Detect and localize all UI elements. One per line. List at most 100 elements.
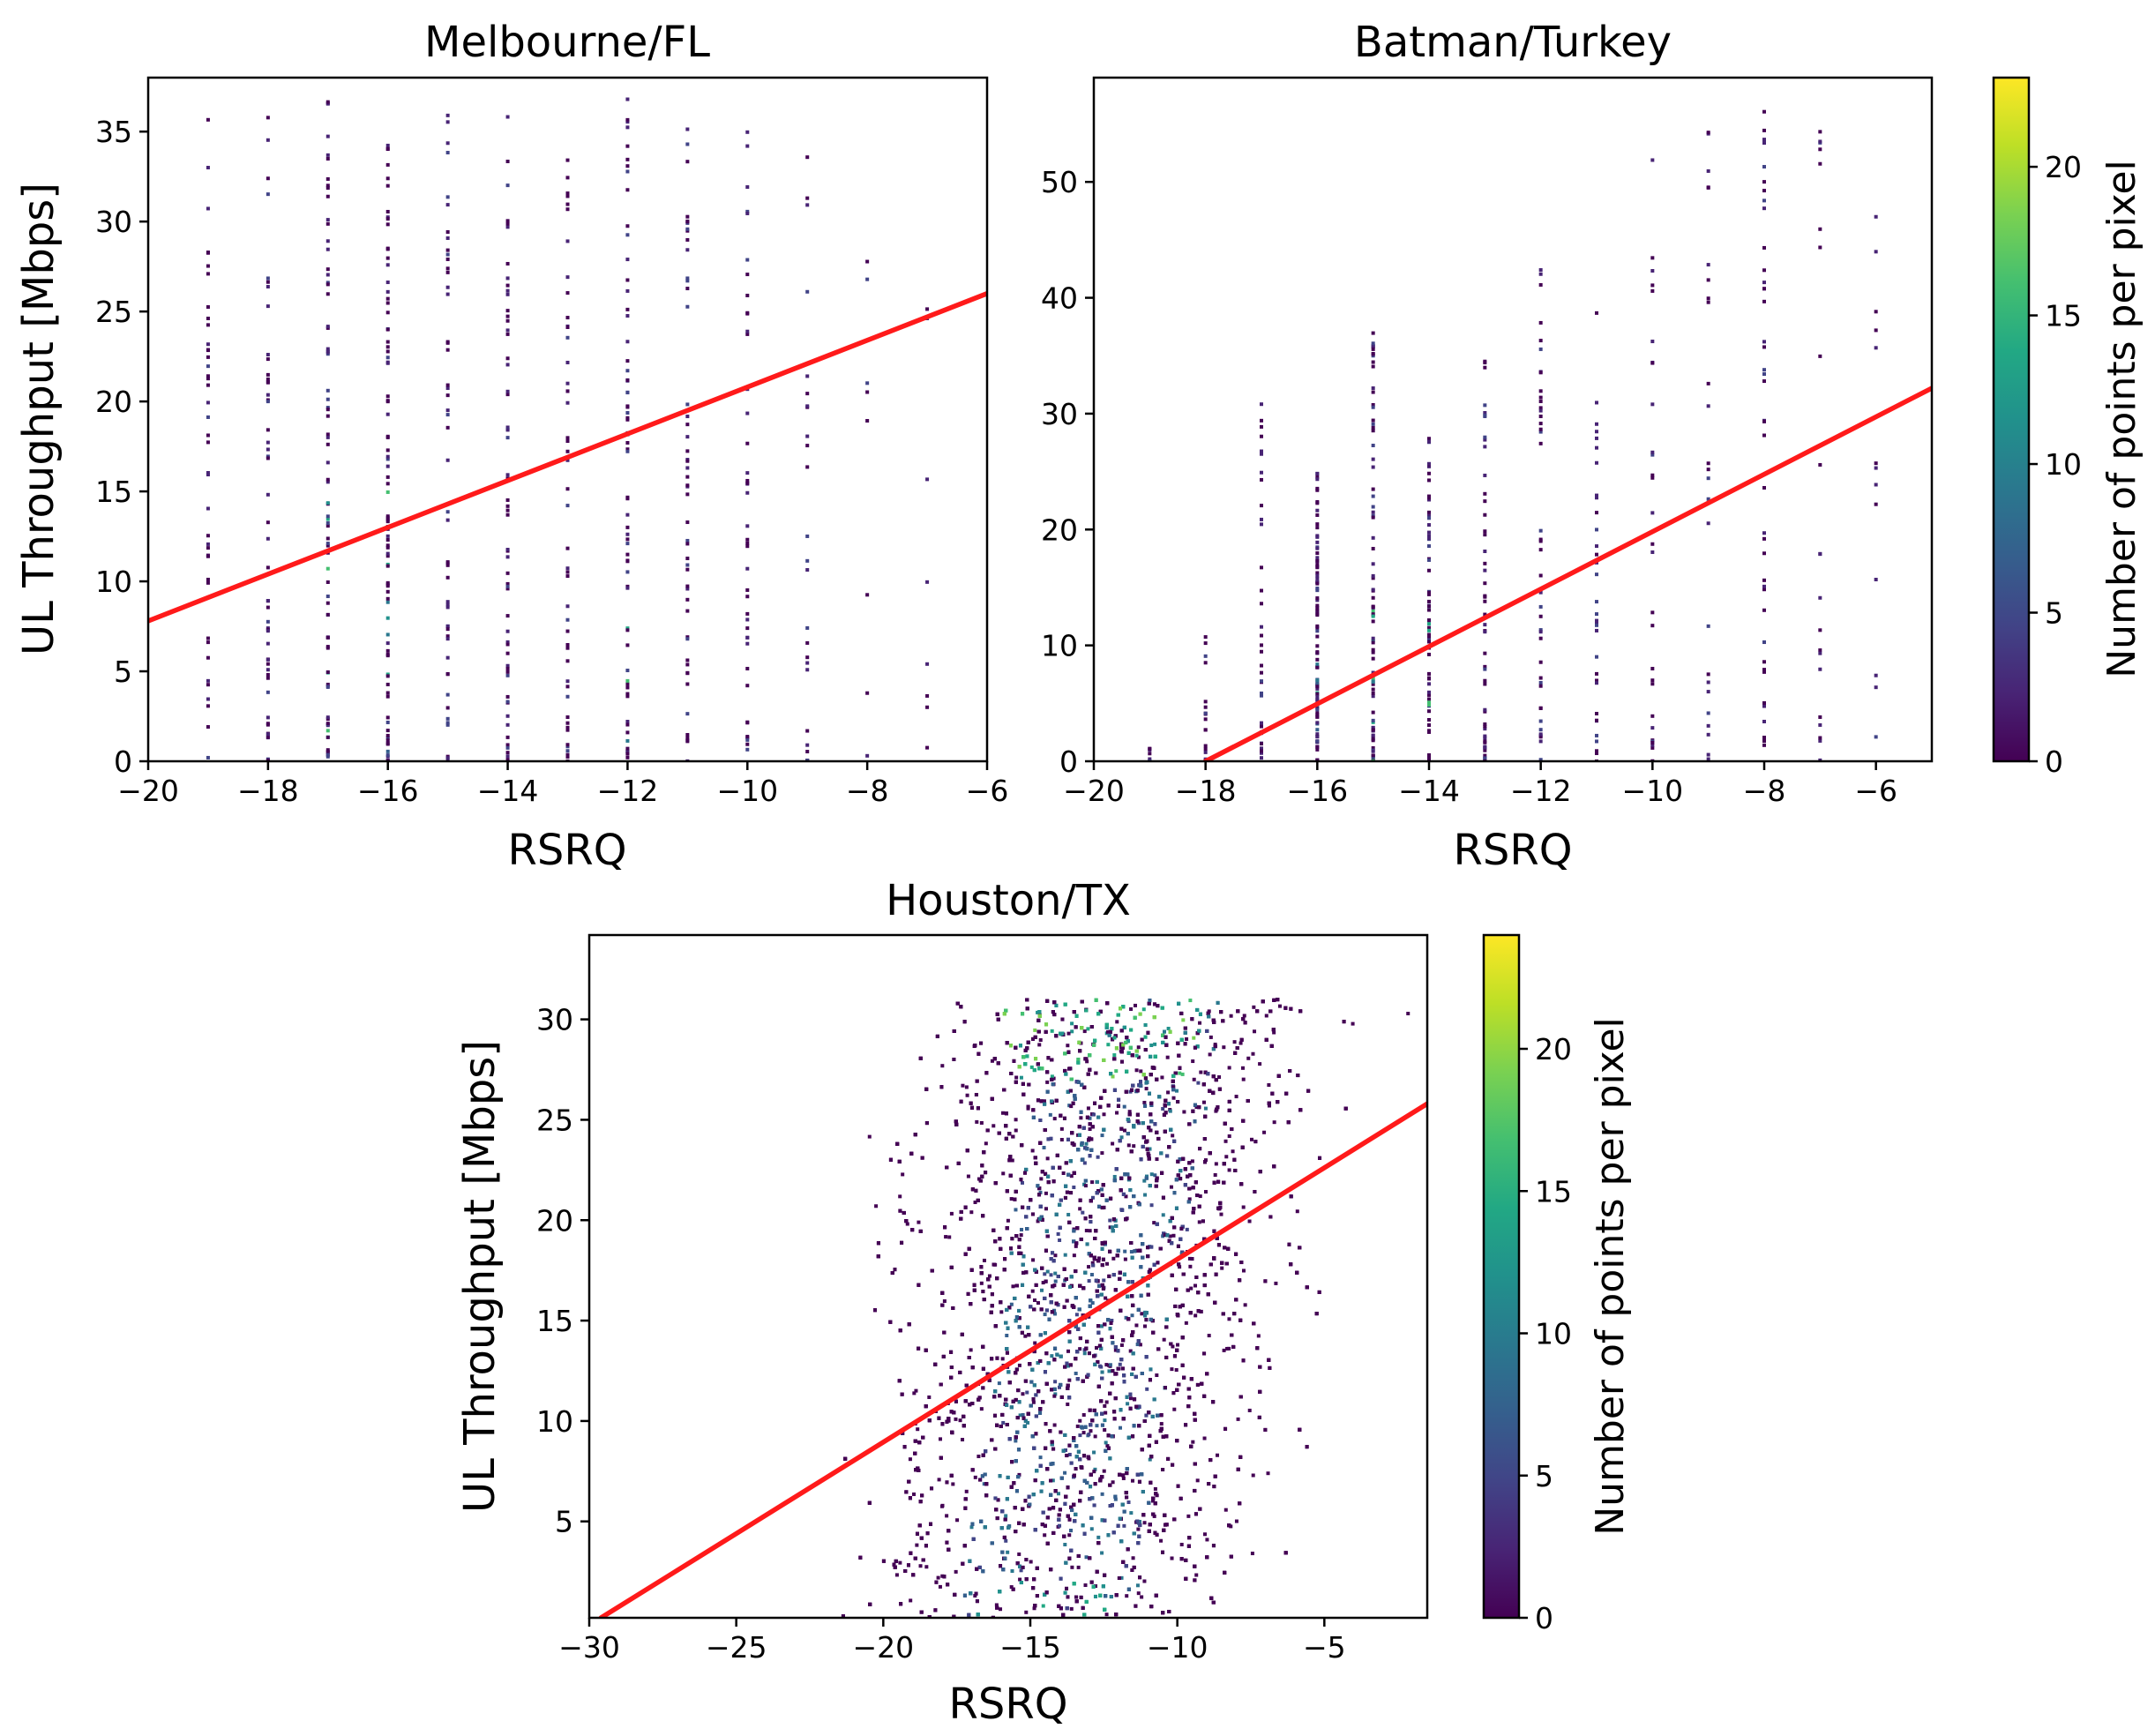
- houston-point: [1191, 1440, 1195, 1444]
- houston-point: [1247, 1408, 1252, 1412]
- batman-point: [1427, 730, 1431, 734]
- melbourne-point: [385, 554, 390, 558]
- batman-point: [1427, 557, 1431, 562]
- melbourne-point: [505, 219, 510, 223]
- batman-point: [1595, 751, 1598, 755]
- melbourne-point: [385, 674, 390, 678]
- melbourne-point: [385, 545, 390, 550]
- melbourne-point: [925, 745, 930, 750]
- batman-point: [1427, 534, 1431, 538]
- melbourne-point: [325, 735, 330, 739]
- melbourne-point: [385, 301, 390, 305]
- batman-point: [1595, 552, 1598, 557]
- melbourne-point: [565, 194, 570, 198]
- batman-point: [1483, 664, 1487, 669]
- houston-point: [1267, 1083, 1271, 1088]
- batman-point: [1595, 623, 1598, 627]
- houston-point: [1030, 1149, 1035, 1153]
- batman-point: [1260, 633, 1263, 638]
- houston-point: [1229, 1014, 1233, 1018]
- houston-point: [1267, 1104, 1271, 1108]
- batman-point: [1874, 466, 1878, 470]
- batman-x-tick-label: −12: [1510, 774, 1572, 808]
- houston-point: [1108, 1363, 1112, 1367]
- batman-point: [1650, 726, 1655, 730]
- melbourne-point: [625, 340, 630, 344]
- houston-point: [1105, 1444, 1110, 1448]
- houston-point: [1168, 1109, 1172, 1113]
- batman-point: [1762, 738, 1766, 743]
- batman-title: Batman/Turkey: [1354, 18, 1672, 67]
- houston-point: [1126, 1500, 1131, 1505]
- houston-point: [1111, 1141, 1115, 1146]
- houston-point: [1066, 1044, 1070, 1048]
- houston-point: [1103, 1403, 1107, 1408]
- houston-point: [1011, 1284, 1015, 1289]
- houston-point: [936, 1575, 940, 1580]
- melbourne-point: [206, 305, 210, 310]
- houston-point: [1086, 1106, 1090, 1111]
- melbourne-point: [325, 100, 330, 104]
- houston-point: [1241, 1077, 1246, 1081]
- houston-point: [1142, 1179, 1147, 1183]
- batman-point: [1371, 444, 1375, 448]
- batman-point: [1483, 491, 1487, 496]
- melbourne-point: [565, 694, 570, 699]
- houston-point: [1006, 1550, 1010, 1554]
- houston-chart: Houston/TX −30 −25 −20 −15 −10 −5 51015202530…: [455, 876, 1429, 1729]
- melbourne-point: [206, 374, 210, 378]
- houston-point: [1122, 1104, 1126, 1109]
- melbourne-point: [325, 460, 330, 465]
- batman-point: [1818, 147, 1822, 152]
- melbourne-point: [266, 641, 270, 646]
- houston-point: [1045, 1269, 1050, 1274]
- batman-point: [1371, 640, 1375, 645]
- batman-point: [1427, 496, 1431, 500]
- batman-point: [1483, 682, 1487, 686]
- melbourne-point: [266, 280, 270, 284]
- batman-point: [1427, 604, 1431, 609]
- melbourne-point: [565, 400, 570, 405]
- houston-point: [939, 1437, 943, 1441]
- houston-point: [1102, 1469, 1106, 1473]
- batman-point: [1762, 608, 1766, 612]
- melbourne-points: [206, 97, 930, 761]
- houston-point: [1014, 1128, 1018, 1133]
- melbourne-point: [385, 457, 390, 461]
- melbourne-point: [505, 743, 510, 747]
- houston-point: [1127, 1110, 1132, 1114]
- batman-point: [1538, 320, 1543, 325]
- houston-point: [1138, 1343, 1142, 1347]
- batman-point: [1315, 477, 1320, 482]
- batman-point: [1203, 744, 1208, 748]
- batman-point: [1427, 632, 1431, 637]
- batman-point: [1762, 584, 1766, 588]
- houston-point: [1190, 1159, 1194, 1164]
- batman-point: [1427, 722, 1431, 727]
- melbourne-point: [745, 441, 750, 445]
- batman-point: [1538, 548, 1543, 552]
- houston-point: [1202, 1436, 1207, 1440]
- houston-point: [1043, 1533, 1047, 1538]
- batman-point: [1315, 662, 1320, 667]
- melbourne-point: [325, 501, 330, 505]
- houston-point: [1178, 1071, 1182, 1075]
- melbourne-point: [685, 435, 690, 439]
- batman-point: [1371, 494, 1375, 498]
- houston-point: [1126, 1402, 1130, 1406]
- batman-point: [1762, 551, 1766, 556]
- melbourne-point: [625, 411, 630, 415]
- houston-point: [1074, 1313, 1079, 1317]
- houston-point: [1193, 1313, 1198, 1318]
- batman-point: [1818, 736, 1822, 740]
- batman-point: [1315, 598, 1320, 602]
- melbourne-point: [445, 383, 450, 387]
- melbourne-point: [445, 627, 450, 632]
- melbourne-point: [385, 538, 390, 542]
- batman-point: [1538, 430, 1543, 434]
- houston-point: [1066, 1031, 1071, 1036]
- melbourne-point: [266, 353, 270, 357]
- houston-point: [975, 1119, 979, 1124]
- houston-point: [949, 1211, 954, 1216]
- houston-point: [1166, 1026, 1171, 1030]
